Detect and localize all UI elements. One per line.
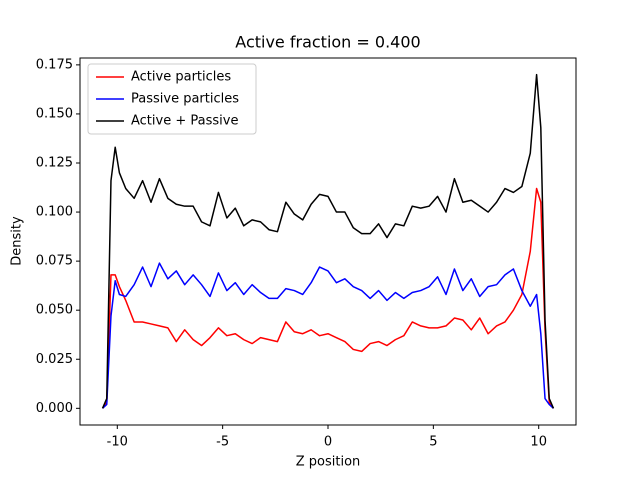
y-axis-label: Density — [10, 216, 25, 266]
y-tick-label: 0.175 — [36, 57, 73, 72]
y-tick-label: 0.000 — [36, 401, 73, 416]
legend-label: Active particles — [131, 70, 231, 85]
series-line — [101, 73, 555, 409]
y-tick-label: 0.125 — [36, 155, 73, 170]
plot-frame — [79, 57, 577, 426]
x-tick-label: 5 — [429, 435, 437, 450]
y-tick-label: 0.100 — [36, 205, 73, 220]
y-tick-label: 0.075 — [36, 254, 73, 269]
y-tick-label: 0.025 — [36, 352, 73, 367]
series-line — [101, 187, 555, 409]
x-axis-label: Z position — [296, 455, 361, 470]
legend-box — [87, 63, 257, 135]
x-tick-label: 10 — [530, 435, 547, 450]
legend-label: Passive particles — [131, 92, 239, 107]
x-tick-label: 0 — [324, 435, 332, 450]
legend-label: Active + Passive — [131, 114, 238, 129]
y-tick-label: 0.150 — [36, 106, 73, 121]
x-tick-label: -10 — [107, 435, 128, 450]
x-tick-label: -5 — [216, 435, 229, 450]
y-tick-label: 0.050 — [36, 303, 73, 318]
series-line — [102, 262, 554, 409]
chart-title: Active fraction = 0.400 — [235, 33, 420, 52]
